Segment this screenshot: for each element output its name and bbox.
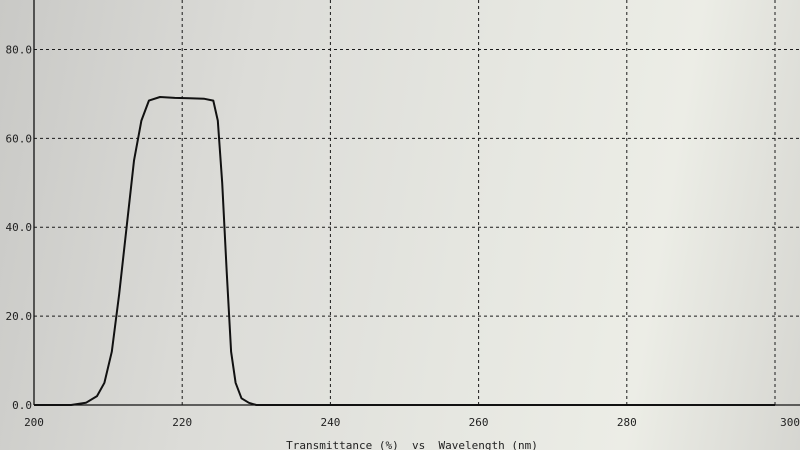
grid-lines — [34, 0, 800, 405]
x-axis-label: Transmittance (%) vs Wavelength (nm) — [286, 439, 538, 450]
x-tick-label: 300 — [780, 416, 800, 429]
y-tick-label: 60.0 — [6, 132, 33, 145]
y-tick-label: 80.0 — [6, 43, 33, 56]
y-tick-labels: 0.0 20.0 40.0 60.0 80.0 — [6, 43, 33, 412]
x-tick-label: 220 — [172, 416, 192, 429]
x-tick-label: 240 — [320, 416, 340, 429]
x-tick-label: 280 — [617, 416, 637, 429]
x-tick-label: 260 — [469, 416, 489, 429]
y-tick-label: 20.0 — [6, 310, 33, 323]
transmittance-series-line — [34, 96, 775, 406]
axes — [33, 0, 800, 406]
y-tick-label: 0.0 — [12, 399, 32, 412]
y-tick-label: 40.0 — [6, 221, 33, 234]
x-tick-label: 200 — [24, 416, 44, 429]
x-tick-labels: 200 220 240 260 280 300 — [24, 416, 800, 429]
